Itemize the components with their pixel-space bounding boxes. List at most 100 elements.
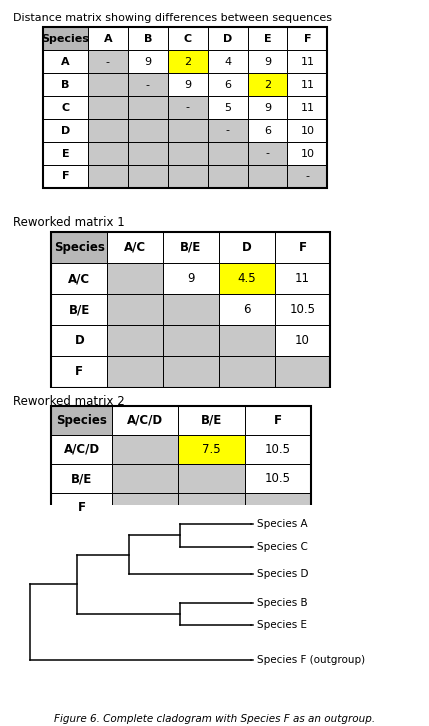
Text: 11: 11 xyxy=(300,57,314,67)
Text: F: F xyxy=(304,33,311,44)
Text: B/E: B/E xyxy=(180,241,202,254)
Bar xyxy=(128,165,168,188)
Text: -: - xyxy=(305,171,309,182)
Bar xyxy=(248,142,287,165)
Bar xyxy=(219,232,275,263)
Text: -: - xyxy=(146,80,150,89)
Bar xyxy=(163,356,219,388)
Bar xyxy=(245,494,311,523)
Bar xyxy=(208,27,248,50)
Bar xyxy=(43,165,88,188)
Text: 9: 9 xyxy=(144,57,151,67)
Text: Species: Species xyxy=(42,33,89,44)
Bar xyxy=(163,232,219,263)
Text: E: E xyxy=(264,33,271,44)
Text: Species D: Species D xyxy=(257,569,309,579)
Text: F: F xyxy=(274,414,282,427)
Text: 10: 10 xyxy=(300,149,314,158)
Bar xyxy=(208,165,248,188)
Text: -: - xyxy=(186,102,190,113)
Bar xyxy=(88,119,128,142)
Text: C: C xyxy=(61,102,69,113)
Bar xyxy=(51,232,107,263)
Text: B/E: B/E xyxy=(71,472,92,485)
Bar xyxy=(287,50,327,73)
Bar xyxy=(107,294,163,325)
Bar xyxy=(107,232,163,263)
Bar xyxy=(128,142,168,165)
Bar xyxy=(128,27,168,50)
Bar xyxy=(43,27,327,188)
Text: 10.5: 10.5 xyxy=(265,472,291,485)
Bar xyxy=(51,406,112,435)
Bar xyxy=(208,119,248,142)
Bar xyxy=(208,50,248,73)
Bar xyxy=(163,294,219,325)
Bar xyxy=(51,232,330,388)
Bar xyxy=(219,294,275,325)
Bar xyxy=(112,464,178,494)
Bar xyxy=(112,435,178,464)
Bar xyxy=(51,464,112,494)
Text: 10.5: 10.5 xyxy=(290,303,315,317)
Text: 6: 6 xyxy=(264,126,271,136)
Bar xyxy=(168,50,208,73)
Bar xyxy=(219,263,275,294)
Text: Species E: Species E xyxy=(257,620,308,629)
Text: Distance matrix showing differences between sequences: Distance matrix showing differences betw… xyxy=(13,13,332,23)
Text: 9: 9 xyxy=(264,102,271,113)
Bar xyxy=(107,263,163,294)
Text: 9: 9 xyxy=(264,57,271,67)
Text: 6: 6 xyxy=(243,303,251,317)
Text: D: D xyxy=(61,126,70,136)
Bar xyxy=(287,73,327,96)
Text: 10.5: 10.5 xyxy=(265,443,291,456)
Text: B/E: B/E xyxy=(201,414,222,427)
Bar xyxy=(248,165,287,188)
Bar xyxy=(51,406,311,523)
Bar xyxy=(43,50,88,73)
Bar xyxy=(128,119,168,142)
Bar xyxy=(248,96,287,119)
Bar xyxy=(88,96,128,119)
Bar xyxy=(168,119,208,142)
Bar xyxy=(163,325,219,356)
Text: 6: 6 xyxy=(224,80,231,89)
Bar xyxy=(168,73,208,96)
Bar xyxy=(88,142,128,165)
Text: B/E: B/E xyxy=(69,303,90,317)
Text: D: D xyxy=(75,335,84,347)
Bar xyxy=(208,142,248,165)
Bar xyxy=(275,263,330,294)
Text: F: F xyxy=(78,502,85,515)
Bar xyxy=(43,96,88,119)
Bar xyxy=(51,263,107,294)
Bar xyxy=(107,356,163,388)
Bar xyxy=(287,165,327,188)
Bar xyxy=(245,435,311,464)
Bar xyxy=(88,27,128,50)
Text: 11: 11 xyxy=(300,80,314,89)
Text: Reworked matrix 1: Reworked matrix 1 xyxy=(13,216,124,229)
Bar xyxy=(43,27,88,50)
Text: F: F xyxy=(299,241,306,254)
Text: C: C xyxy=(184,33,192,44)
Bar xyxy=(163,263,219,294)
Bar xyxy=(248,27,287,50)
Bar xyxy=(248,73,287,96)
Text: 11: 11 xyxy=(295,272,310,285)
Bar xyxy=(219,325,275,356)
Text: -: - xyxy=(226,126,230,136)
Text: 10: 10 xyxy=(300,126,314,136)
Bar xyxy=(245,464,311,494)
Text: -: - xyxy=(106,57,110,67)
Text: D: D xyxy=(242,241,251,254)
Bar xyxy=(248,50,287,73)
Bar xyxy=(208,96,248,119)
Bar xyxy=(51,494,112,523)
Text: E: E xyxy=(62,149,69,158)
Bar xyxy=(287,142,327,165)
Bar xyxy=(168,27,208,50)
Bar xyxy=(51,325,107,356)
Text: A/C: A/C xyxy=(124,241,146,254)
